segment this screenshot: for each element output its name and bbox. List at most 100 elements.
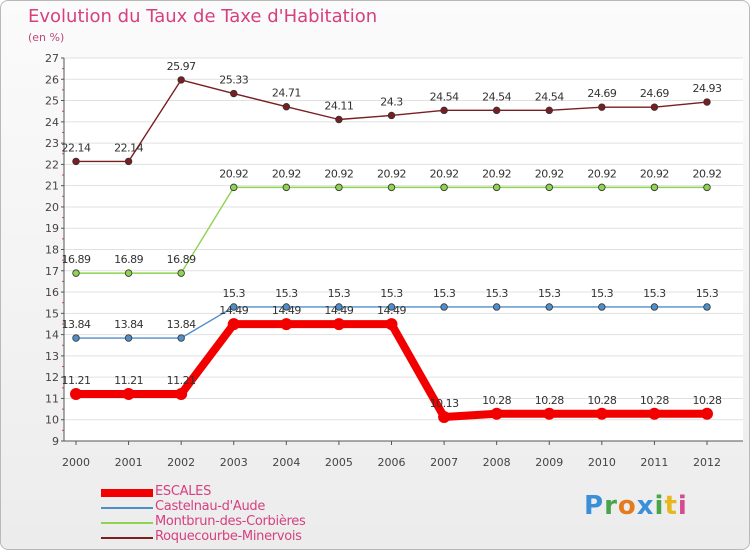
data-label: 10.13: [430, 397, 459, 410]
y-tick-label: 26: [45, 73, 59, 86]
data-point: [650, 303, 659, 311]
data-point: [598, 103, 606, 111]
data-label: 16.89: [167, 253, 196, 266]
legend-swatch: [101, 500, 153, 515]
data-point: [335, 183, 343, 192]
y-tick-label: 20: [45, 201, 59, 214]
y-tick-label: 25: [45, 95, 59, 108]
data-point: [72, 269, 80, 277]
data-point: [335, 115, 343, 124]
y-tick-label: 11: [45, 392, 59, 405]
logo-letter: P: [584, 491, 605, 521]
data-label: 24.69: [640, 87, 669, 100]
y-tick-label: 15: [45, 307, 59, 320]
data-label: 15.3: [275, 287, 298, 300]
legend-label: Roquecourbe-Minervois: [155, 529, 302, 544]
data-point: [335, 303, 343, 311]
y-tick-label: 27: [45, 52, 59, 65]
data-label: 20.92: [430, 167, 459, 180]
data-label: 24.69: [587, 87, 616, 100]
data-point: [387, 111, 396, 120]
y-tick-label: 18: [45, 244, 59, 257]
data-point: [595, 407, 608, 420]
x-tick-label: 2008: [483, 456, 511, 469]
data-label: 15.3: [696, 287, 719, 300]
data-point: [72, 157, 80, 166]
data-point: [440, 183, 448, 192]
logo-letter: t: [664, 491, 678, 521]
chart-title: Evolution du Taux de Taxe d'Habitation: [28, 6, 378, 27]
data-label: 24.11: [324, 99, 353, 112]
data-label: 20.92: [272, 167, 301, 180]
data-label: 20.92: [587, 167, 616, 180]
data-label: 13.84: [114, 318, 143, 331]
x-tick-label: 2011: [640, 456, 668, 469]
y-tick-label: 12: [45, 371, 59, 384]
x-tick-label: 2007: [430, 456, 458, 469]
data-label: 14.49: [219, 304, 248, 317]
data-point: [230, 303, 238, 311]
legend-swatch: [101, 485, 153, 500]
data-label: 10.28: [482, 394, 511, 407]
data-label: 14.49: [272, 304, 301, 317]
data-point: [70, 387, 82, 400]
x-tick-label: 2002: [167, 456, 195, 469]
data-label: 15.3: [643, 287, 666, 300]
data-label: 20.92: [324, 167, 353, 180]
data-point: [492, 303, 501, 311]
data-label: 13.84: [62, 318, 91, 331]
x-tick-label: 2000: [62, 456, 90, 469]
y-tick-label: 17: [45, 265, 59, 278]
x-tick-label: 2010: [588, 456, 616, 469]
data-point: [545, 106, 553, 115]
data-label: 15.3: [380, 287, 403, 300]
data-point: [545, 303, 553, 311]
data-label: 15.3: [591, 287, 614, 300]
data-label: 15.3: [223, 287, 246, 300]
y-tick-label: 13: [45, 350, 59, 363]
legend-label: Castelnau-d'Aude: [155, 499, 266, 514]
data-label: 25.33: [219, 74, 248, 87]
data-label: 20.92: [377, 167, 406, 180]
data-point: [177, 334, 185, 342]
data-point: [282, 103, 291, 111]
data-label: 11.21: [114, 374, 143, 387]
chart-subtitle: (en %): [28, 31, 65, 44]
data-point: [703, 183, 711, 192]
data-point: [492, 183, 501, 192]
data-label: 20.92: [482, 167, 511, 180]
data-label: 15.3: [538, 287, 561, 300]
y-tick-label: 22: [45, 158, 59, 171]
legend-label: ESCALES: [155, 484, 212, 499]
logo-letter: i: [677, 491, 688, 521]
data-label: 24.54: [482, 90, 511, 103]
data-point: [490, 407, 503, 420]
y-tick-label: 21: [45, 180, 59, 193]
x-tick-label: 2001: [115, 456, 143, 469]
data-label: 10.28: [640, 394, 669, 407]
y-tick-label: 24: [45, 116, 59, 129]
x-tick-label: 2004: [272, 456, 300, 469]
y-tick-label: 9: [52, 435, 59, 448]
data-point: [230, 89, 238, 98]
data-label: 13.84: [167, 318, 196, 331]
y-tick-label: 23: [45, 137, 59, 150]
data-label: 11.21: [62, 374, 91, 387]
data-point: [177, 269, 185, 277]
data-point: [648, 407, 661, 420]
data-point: [438, 410, 451, 423]
data-point: [543, 407, 556, 420]
data-point: [332, 318, 345, 331]
legend-swatch: [101, 530, 153, 545]
data-label: 22.14: [62, 141, 91, 154]
data-point: [492, 106, 501, 115]
data-label: 16.89: [114, 253, 143, 266]
data-label: 15.3: [485, 287, 508, 300]
data-label: 25.97: [167, 60, 196, 73]
data-point: [701, 407, 713, 420]
data-point: [175, 387, 188, 400]
data-label: 24.54: [430, 90, 459, 103]
data-point: [385, 318, 398, 331]
data-label: 20.92: [693, 167, 722, 180]
